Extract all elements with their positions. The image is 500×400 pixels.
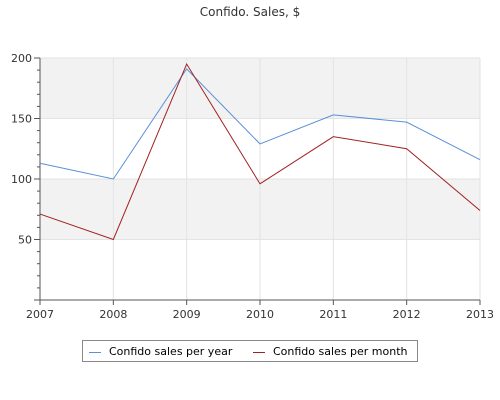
series-line-month: [39, 62, 481, 241]
y-tick-label: 150: [11, 113, 32, 126]
x-tick-label: 2011: [319, 308, 347, 321]
x-tick-label: 2009: [173, 308, 201, 321]
y-tick-label: 100: [11, 173, 32, 186]
tick-labels: 50 100 150 200 2007 2008 2009 2010 2011 2012 2013: [11, 52, 494, 321]
x-tick-label: 2010: [246, 308, 274, 321]
x-tick-label: 2012: [393, 308, 421, 321]
legend-item-year[interactable]: Confido sales per year: [89, 345, 232, 359]
y-tick-label: 200: [11, 52, 32, 65]
chart-title: Confido. Sales, $: [200, 5, 300, 19]
legend-label-month: Confido sales per month: [273, 345, 408, 358]
legend: Confido sales per year Confido sales per…: [82, 340, 418, 362]
series-lines: [39, 62, 481, 241]
y-tick-label: 50: [18, 234, 32, 247]
legend-swatch-month: [253, 351, 265, 353]
x-tick-label: 2008: [99, 308, 127, 321]
x-tick-label: 2013: [466, 308, 494, 321]
x-tick-label: 2007: [26, 308, 54, 321]
axes: [34, 57, 481, 305]
legend-item-month[interactable]: Confido sales per month: [253, 345, 408, 359]
series-line-year: [39, 68, 481, 180]
legend-label-year: Confido sales per year: [109, 345, 233, 358]
legend-swatch-year: [89, 351, 101, 353]
